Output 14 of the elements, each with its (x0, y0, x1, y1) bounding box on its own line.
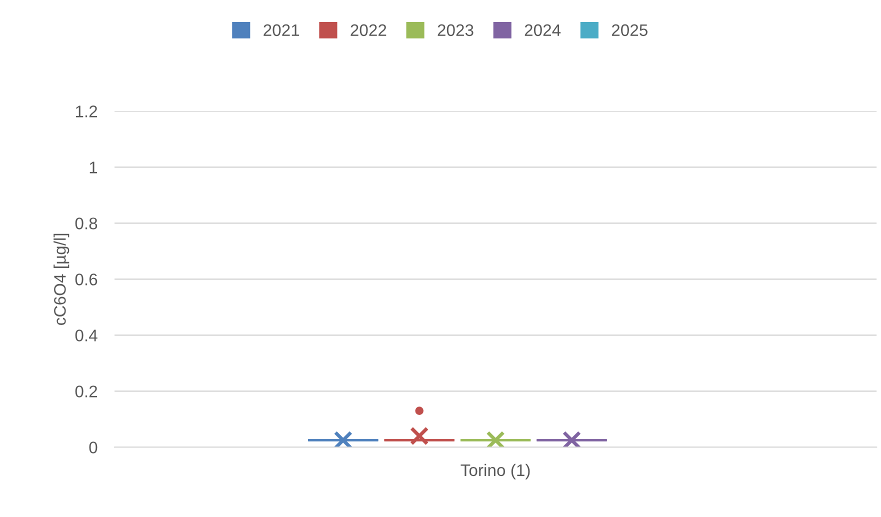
y-tick-label: 0.6 (75, 274, 98, 286)
x-tick-label: Torino (1) (460, 464, 530, 480)
y-tick-label: 0 (89, 442, 98, 454)
y-tick-label: 0.2 (75, 386, 98, 398)
y-tick-label: 1.2 (76, 106, 98, 118)
legend-label: 2022 (350, 24, 386, 36)
legend-label: 2021 (264, 24, 300, 36)
y-tick-label: 1 (90, 162, 98, 174)
y-tick-label: 0.8 (75, 218, 98, 230)
y-axis-title: cC6O4 [µg/l] (54, 234, 70, 325)
legend-label: 2025 (612, 24, 648, 36)
y-tick-label: 0.4 (75, 330, 98, 342)
legend-label: 2023 (438, 24, 474, 36)
legend-label: 2024 (524, 24, 561, 36)
